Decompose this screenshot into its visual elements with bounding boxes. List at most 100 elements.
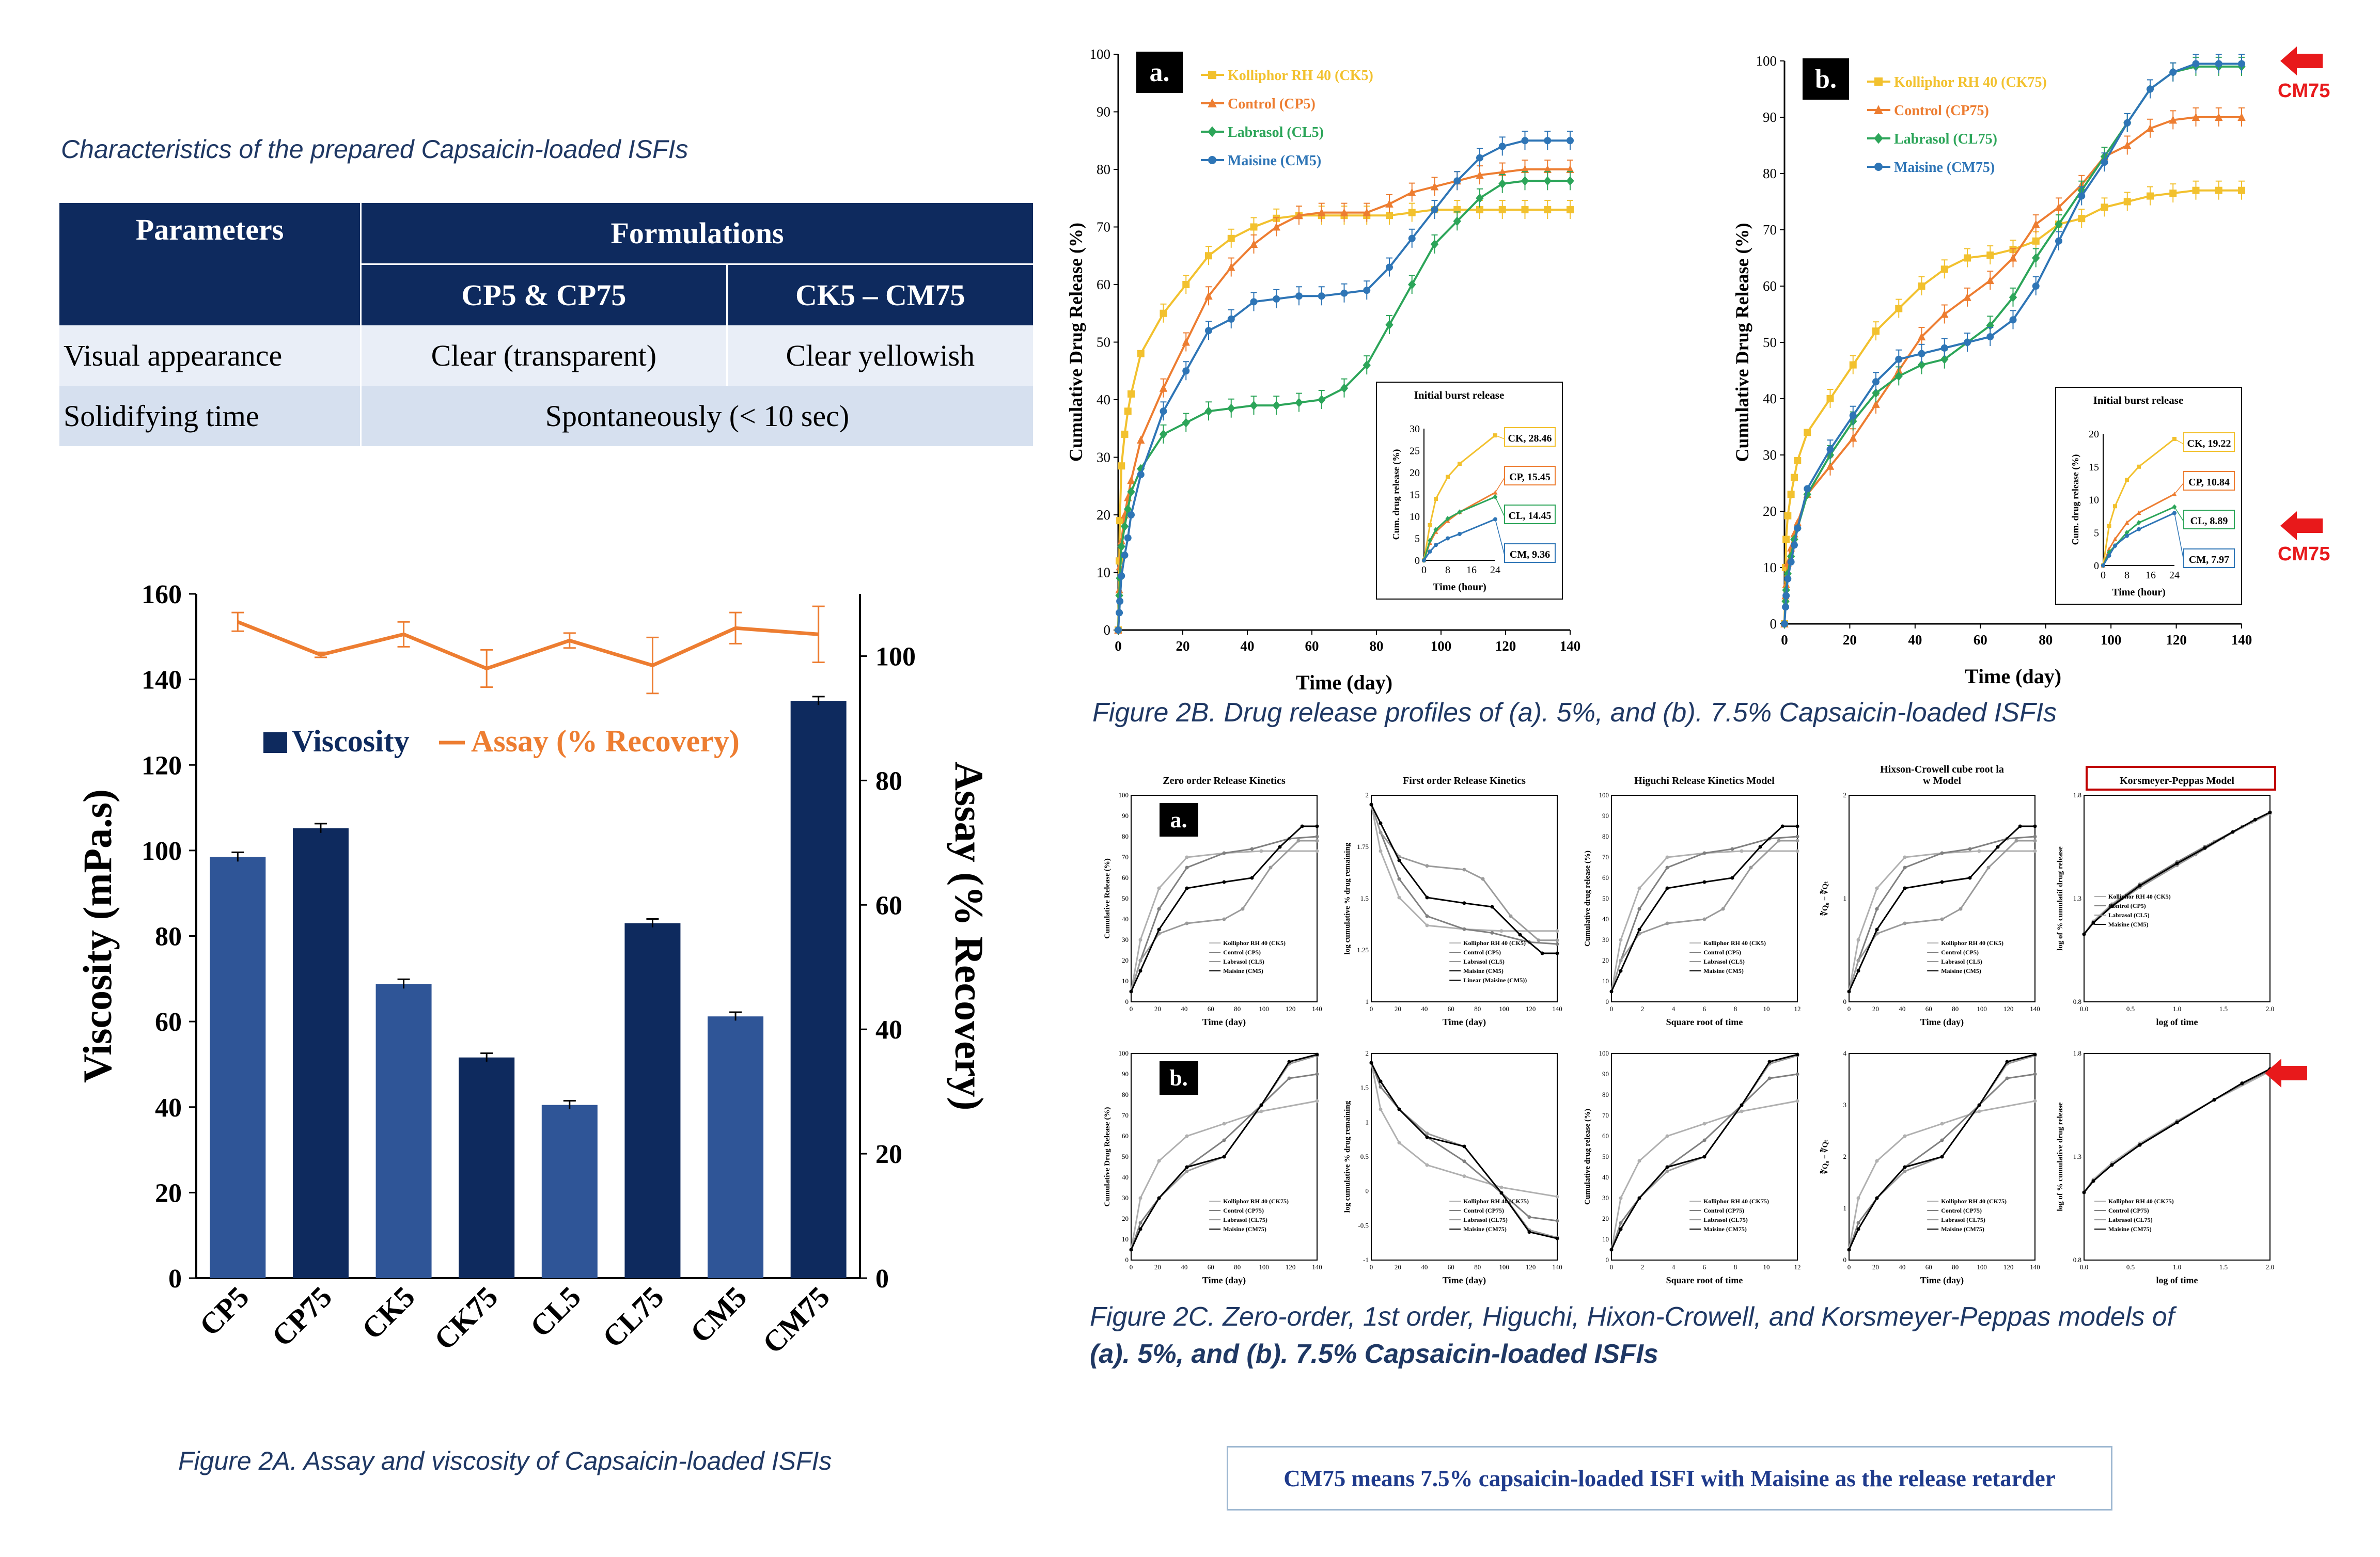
x-axis-title: Time (day) — [1920, 1017, 1964, 1028]
header-cp: CP5 & CP75 — [361, 264, 728, 325]
data-point — [1787, 491, 1795, 498]
inset-title: Initial burst release — [1414, 389, 1505, 401]
model-legend-label: Labrasol (CL5) — [1463, 958, 1505, 965]
y-tick-label: 90 — [1122, 812, 1129, 820]
model-point — [1777, 839, 1781, 843]
data-point — [1826, 446, 1834, 453]
y-tick-label: 90 — [1602, 812, 1609, 820]
x-axis-title: Time (day) — [1296, 671, 1392, 694]
model-legend-label: Maisine (CM5) — [2108, 921, 2149, 928]
model-point — [1856, 969, 1860, 973]
model-legend-label: Maisine (CM5) — [1463, 967, 1504, 974]
data-point — [1430, 182, 1439, 191]
x-tick-label: 1.5 — [2219, 1263, 2228, 1271]
model-point — [1138, 938, 1142, 942]
data-point — [1804, 485, 1811, 493]
inset-data-point — [2137, 464, 2141, 469]
inset-y-tick-label: 20 — [1410, 467, 1420, 479]
model-point — [1222, 1138, 1226, 1142]
model-point — [1767, 1060, 1772, 1064]
y-tick-label: 70 — [1602, 853, 1609, 861]
inset-callout-box — [1504, 505, 1556, 524]
x-tick-label: 4 — [1672, 1005, 1676, 1013]
y-tick-label: 4 — [1843, 1049, 1847, 1057]
model-point — [2175, 1121, 2179, 1125]
inset-data-point — [2113, 543, 2117, 548]
model-point — [1462, 901, 1466, 905]
inset-y-tick-label: 0 — [2094, 560, 2099, 572]
bar — [541, 1105, 598, 1278]
inset-callout-label: CL, 14.45 — [1509, 510, 1552, 522]
y2-tick-label: 40 — [875, 1015, 902, 1045]
model-point — [1940, 1122, 1944, 1126]
model-point — [1903, 855, 1907, 859]
inset-callout-box — [1504, 466, 1556, 485]
inset-callout-box — [2183, 471, 2235, 491]
y-axis-title: log cumulative % drug remaining — [1343, 842, 1352, 954]
inset-callout-box — [2183, 432, 2235, 452]
model-legend-label: Kolliphor RH 40 (CK5) — [1223, 939, 1286, 947]
inset-callout-box — [2183, 510, 2235, 529]
y-tick-label: 160 — [142, 580, 182, 609]
data-point — [2215, 60, 2222, 68]
x-tick-label: 20 — [1395, 1263, 1401, 1271]
model-point — [1425, 1131, 1429, 1136]
y-tick-label: 20 — [1097, 507, 1110, 523]
data-point — [1918, 350, 1925, 357]
model-point — [1940, 1155, 1944, 1159]
model-point — [1157, 1196, 1161, 1200]
data-point — [1521, 137, 1529, 145]
plot-frame — [1131, 1053, 1318, 1261]
model-point — [1555, 1194, 1559, 1199]
model-point — [1730, 876, 1734, 880]
panel-label-box — [1803, 58, 1849, 100]
model-legend-label: Kolliphor RH 40 (CK75) — [1463, 1198, 1529, 1205]
model-point — [1518, 933, 1522, 937]
model-point — [1619, 938, 1623, 942]
model-legend-label: Kolliphor RH 40 (CK75) — [1223, 1198, 1289, 1205]
model-point — [1379, 1079, 1383, 1083]
model-curve — [1370, 1062, 1558, 1239]
legend-label-assay: Assay (% Recovery) — [471, 724, 740, 758]
model-point — [1157, 886, 1161, 890]
y-axis-title: log of % cumulative drug release — [2056, 1102, 2064, 1211]
y-tick-label: 0 — [1770, 616, 1777, 632]
y-axis-title: ∛Q₀ − ∛Qₜ — [1820, 1139, 1829, 1174]
header-ck-cm: CK5 – CM75 — [727, 264, 1033, 325]
y-tick-label: 20 — [1763, 504, 1777, 519]
data-point — [1784, 575, 1792, 583]
x-tick-label: 1.5 — [2219, 1005, 2228, 1013]
data-point — [2147, 192, 2154, 200]
x-tick-label: 60 — [1208, 1263, 1214, 1271]
y-axis-title: Cumulative Release (%) — [1103, 858, 1111, 939]
data-point — [1849, 361, 1857, 369]
model-point — [1315, 1052, 1319, 1057]
model-point — [1795, 1072, 1799, 1076]
x-tick-label: CK75 — [428, 1280, 504, 1356]
data-point — [1826, 395, 1834, 402]
x-tick-label: 40 — [1181, 1263, 1187, 1271]
model-point — [1425, 1163, 1429, 1167]
data-point — [1249, 240, 1258, 248]
model-point — [1619, 1221, 1623, 1225]
model-point — [1702, 851, 1706, 855]
data-point — [1116, 609, 1123, 617]
model-point — [1847, 1248, 1851, 1252]
model-point — [1397, 1141, 1401, 1145]
model-highlight-box — [2086, 766, 2276, 791]
x-tick-label: 0.0 — [2080, 1005, 2088, 1013]
model-point — [1619, 958, 1623, 963]
plot-frame — [1371, 795, 1558, 1002]
model-legend-label: Maisine (CM75) — [1223, 1225, 1266, 1233]
inset-callout-leader — [2174, 438, 2184, 445]
y-tick-label: 30 — [1122, 1194, 1129, 1202]
legend-label: Control (CP5) — [1228, 96, 1316, 112]
model-point — [1702, 1138, 1706, 1142]
inset-callout-leader — [1495, 477, 1505, 493]
data-point — [2169, 68, 2177, 76]
model-point — [1749, 866, 1753, 870]
x-tick-label: 100 — [1259, 1263, 1269, 1271]
inset-x-axis-title: Time (hour) — [1433, 581, 1486, 593]
model-point — [1903, 866, 1907, 870]
y-tick-label: 0 — [1843, 998, 1847, 1005]
